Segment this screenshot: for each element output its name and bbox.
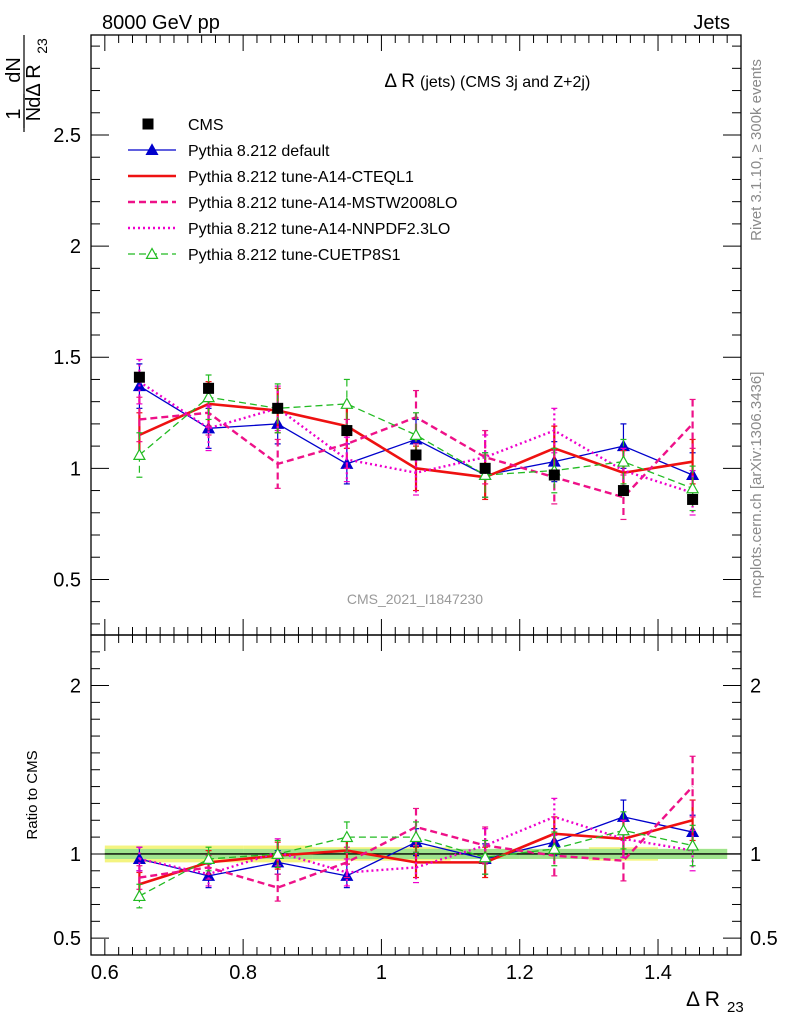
- main-axis-ticks: 0.5 1 1.5 2 2.5: [53, 35, 742, 635]
- cms-point: [617, 485, 629, 497]
- ratio-y-tick-label: 2: [70, 676, 81, 698]
- cms-point: [133, 371, 145, 383]
- y-tick-label: 1: [70, 458, 81, 480]
- ratio-ylabel: Ratio to CMS: [24, 750, 41, 839]
- plot-title-main: Δ R: [384, 71, 415, 92]
- data-point: [132, 889, 146, 902]
- cms-point: [410, 449, 422, 461]
- data-point: [340, 830, 354, 843]
- data-point: [202, 390, 216, 403]
- data-point: [271, 847, 285, 859]
- main-series-group: [132, 358, 700, 521]
- ratio-y-tick-label-right: 1: [750, 844, 761, 866]
- data-point: [478, 850, 492, 863]
- ratio-y-tick-label-right: 2: [750, 676, 761, 698]
- analysis-watermark: CMS_2021_I1847230: [347, 591, 483, 607]
- cms-point: [687, 493, 699, 505]
- ratio-panel: 0.5 0.5 1 1 2 2: [53, 634, 778, 956]
- xlabel-sub: 23: [727, 999, 744, 1016]
- ylabel-dr: dΔ R: [23, 64, 45, 107]
- data-point: [202, 852, 216, 865]
- data-point: [409, 830, 423, 843]
- cms-point: [548, 469, 560, 481]
- legend-cms-marker: [142, 118, 154, 130]
- ratio-series-pythia-8-212-tune-cuetp8s1: [132, 811, 700, 909]
- cms-point: [341, 425, 353, 437]
- plot-title-rest: (jets) (CMS 3j and Z+2j): [420, 74, 590, 91]
- cms-point: [479, 462, 491, 474]
- ylabel-sub: 23: [34, 38, 50, 54]
- data-point: [616, 454, 630, 467]
- mcplots-label: mcplots.cern.ch [arXiv:1306.3436]: [748, 372, 765, 599]
- data-point: [409, 428, 423, 440]
- ratio-frame: [90, 634, 742, 956]
- rivet-version-label: Rivet 3.1.10, ≥ 300k events: [748, 59, 765, 241]
- y-tick-label: 1.5: [53, 347, 81, 369]
- y-tick-label: 2.5: [53, 125, 81, 147]
- legend-item: Pythia 8.212 tune-A14-NNPDF2.3LO: [128, 221, 450, 238]
- legend-marker: [145, 143, 159, 155]
- ratio-axis-ticks: 0.5 0.5 1 1 2 2: [53, 635, 778, 955]
- x-tick-label: 1.4: [644, 962, 672, 984]
- main-panel: 0.5 1 1.5 2 2.5 Δ R (jets) (CMS 3j and Z+2j)…: [53, 34, 742, 636]
- data-point: [547, 842, 561, 854]
- ratio-series-group: [132, 755, 700, 909]
- ylabel-one: 1: [3, 108, 25, 119]
- x-tick-labels: 0.6 0.8 1 1.2 1.4: [91, 962, 672, 984]
- data-point: [340, 397, 354, 409]
- ratio-y-tick-label-right: 0.5: [750, 928, 778, 950]
- main-ylabel: 1 N dN dΔ R 23: [3, 35, 50, 132]
- legend-item: Pythia 8.212 tune-A14-MSTW2008LO: [128, 195, 457, 212]
- data-point: [616, 823, 630, 836]
- legend-item: Pythia 8.212 tune-CUETP8S1: [128, 247, 401, 264]
- legend-label: Pythia 8.212 tune-CUETP8S1: [188, 247, 401, 264]
- x-tick-label: 1: [376, 962, 387, 984]
- legend-label: Pythia 8.212 tune-A14-CTEQL1: [188, 169, 414, 186]
- series-line: [139, 785, 694, 889]
- legend-label: Pythia 8.212 default: [188, 143, 330, 160]
- y-tick-label: 0.5: [53, 569, 81, 591]
- cms-point: [203, 382, 215, 394]
- xlabel-text: Δ R: [686, 988, 720, 1011]
- ratio-y-tick-label: 0.5: [53, 928, 81, 950]
- ylabel-n: N: [23, 107, 45, 121]
- data-point: [686, 481, 700, 494]
- x-tick-label: 1.2: [506, 962, 534, 984]
- data-point: [132, 448, 146, 460]
- x-tick-label: 0.6: [91, 962, 119, 984]
- x-tick-label: 0.8: [229, 962, 257, 984]
- energy-label: 8000 GeV pp: [102, 12, 220, 34]
- cms-point: [272, 402, 284, 414]
- cms-data-points: [133, 371, 699, 505]
- y-tick-label: 2: [70, 236, 81, 258]
- data-point: [478, 468, 492, 480]
- process-label: Jets: [693, 12, 730, 34]
- series-line: [138, 396, 693, 489]
- legend-item-cms: CMS: [142, 117, 224, 134]
- legend-item: Pythia 8.212 default: [128, 143, 330, 160]
- xlabel: Δ R 23: [686, 988, 744, 1016]
- legend-item: Pythia 8.212 tune-A14-CTEQL1: [128, 169, 414, 186]
- ratio-uncertainty-band: [104, 845, 741, 863]
- series-line: [139, 815, 693, 876]
- series-line: [138, 380, 693, 494]
- legend-label: Pythia 8.212 tune-A14-NNPDF2.3LO: [188, 221, 450, 238]
- data-point: [686, 838, 700, 851]
- legend-cms-label: CMS: [188, 117, 224, 134]
- legend-marker: [145, 247, 159, 259]
- legend: CMS Pythia 8.212 default Pythia 8.212 tune…: [128, 117, 457, 264]
- legend-label: Pythia 8.212 tune-A14-MSTW2008LO: [188, 195, 457, 212]
- ylabel-dn: dN: [3, 57, 25, 83]
- ratio-y-tick-label: 1: [70, 844, 81, 866]
